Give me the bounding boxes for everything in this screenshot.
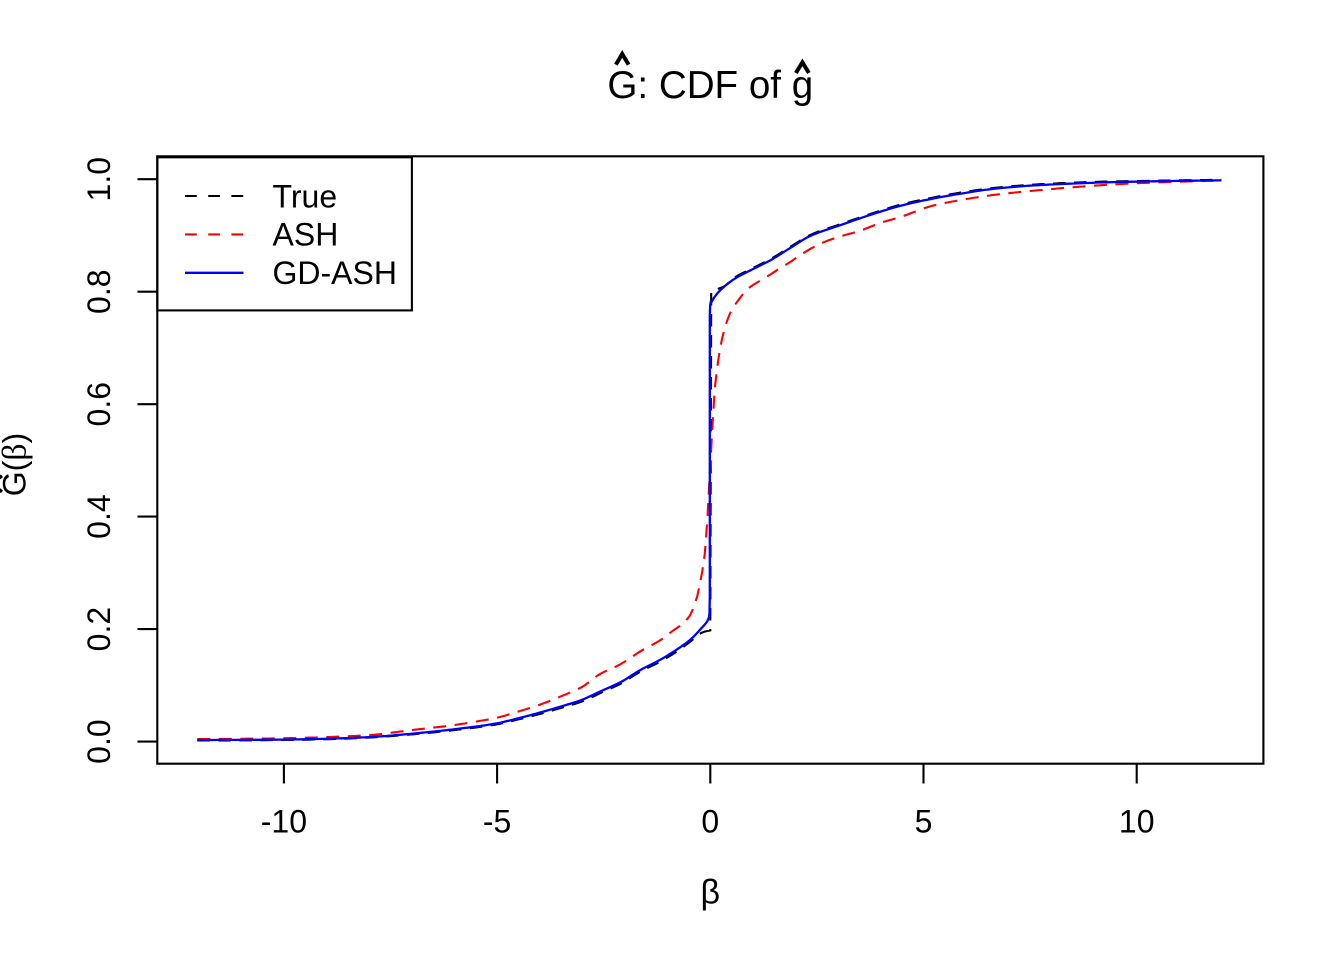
svg-text:0.4: 0.4: [81, 494, 117, 538]
svg-text:5: 5: [915, 804, 933, 840]
svg-text:G(β): G(β): [0, 433, 34, 497]
svg-text:GD-ASH: GD-ASH: [273, 255, 397, 291]
svg-text:0: 0: [701, 804, 719, 840]
svg-text:0.0: 0.0: [81, 719, 117, 763]
svg-text:10: 10: [1119, 804, 1155, 840]
svg-text:0.8: 0.8: [81, 269, 117, 313]
svg-text:1.0: 1.0: [81, 157, 117, 201]
svg-text:G: CDF of g: G: CDF of g: [607, 64, 813, 107]
svg-text:0.2: 0.2: [81, 607, 117, 651]
svg-text:0.6: 0.6: [81, 382, 117, 426]
svg-text:-10: -10: [261, 804, 307, 840]
svg-text:-5: -5: [483, 804, 511, 840]
svg-text:ASH: ASH: [273, 217, 339, 253]
svg-text:True: True: [273, 178, 338, 214]
svg-text:β: β: [701, 874, 721, 912]
